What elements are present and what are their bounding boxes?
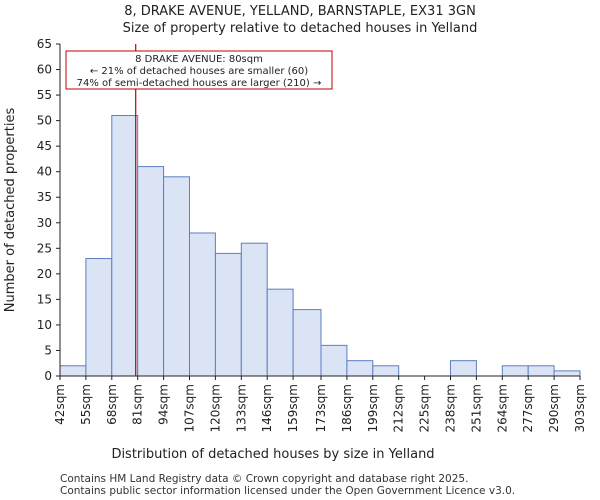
x-tick-label: 290sqm [547, 384, 561, 432]
chart-title-line1: 8, DRAKE AVENUE, YELLAND, BARNSTAPLE, EX… [124, 4, 476, 19]
annotation-line3: 74% of semi-detached houses are larger (… [77, 78, 322, 89]
y-tick-label: 45 [37, 139, 52, 153]
x-tick-label: 159sqm [286, 384, 300, 432]
y-tick-label: 50 [37, 114, 52, 128]
y-tick-label: 30 [37, 216, 52, 230]
chart-title-line2: Size of property relative to detached ho… [123, 21, 478, 36]
histogram-bar [59, 365, 87, 377]
x-axis-label: Distribution of detached houses by size … [111, 447, 434, 462]
y-tick-label: 20 [37, 267, 52, 281]
x-tick-label: 81sqm [131, 384, 145, 425]
histogram-bar [527, 365, 555, 377]
x-tick-label: 42sqm [53, 384, 67, 425]
histogram-bar [137, 166, 165, 377]
histogram-bar [346, 360, 374, 377]
y-tick-label: 65 [37, 37, 52, 51]
y-tick-label: 25 [37, 241, 52, 255]
y-tick-label: 5 [44, 343, 52, 357]
x-tick-label: 173sqm [314, 384, 328, 432]
y-tick-label: 35 [37, 190, 52, 204]
histogram-bar [501, 365, 529, 377]
x-tick-label: 107sqm [183, 384, 197, 432]
histogram-bar [111, 115, 139, 377]
y-tick-label: 10 [37, 318, 52, 332]
y-tick-label: 55 [37, 88, 52, 102]
x-tick-label: 212sqm [392, 384, 406, 432]
annotation-line1: 8 DRAKE AVENUE: 80sqm [135, 54, 263, 65]
x-axis-ticks: 42sqm 55sqm 68sqm 81sqm 94sqm 107sqm 120sqm 133… [53, 376, 587, 432]
x-tick-label: 94sqm [157, 384, 171, 425]
histogram-bar [266, 288, 294, 377]
x-tick-label: 225sqm [418, 384, 432, 432]
x-tick-label: 68sqm [105, 384, 119, 425]
x-tick-label: 55sqm [79, 384, 93, 425]
x-tick-label: 199sqm [366, 384, 380, 432]
y-axis-ticks: 0 5 10 15 20 25 30 35 40 45 50 55 60 65 [37, 37, 60, 383]
x-tick-label: 146sqm [260, 384, 274, 432]
x-tick-label: 238sqm [443, 384, 457, 432]
histogram-bar [189, 232, 216, 377]
footer-line1: Contains HM Land Registry data © Crown c… [60, 473, 468, 485]
x-tick-label: 186sqm [340, 384, 354, 432]
x-tick-label: 264sqm [495, 384, 509, 432]
histogram-bar [449, 360, 477, 377]
y-tick-label: 15 [37, 292, 52, 306]
histogram-bar [240, 242, 268, 377]
histogram-bar [553, 370, 581, 377]
y-axis-label: Number of detached properties [3, 108, 18, 313]
x-tick-label: 303sqm [573, 384, 587, 432]
footer-line2: Contains public sector information licen… [60, 485, 515, 497]
y-tick-label: 60 [37, 63, 52, 77]
x-tick-label: 251sqm [469, 384, 483, 432]
y-tick-label: 40 [37, 165, 52, 179]
histogram-bar [85, 258, 113, 377]
histogram-bar [214, 252, 242, 377]
x-tick-label: 277sqm [521, 384, 535, 432]
x-tick-label: 120sqm [208, 384, 222, 432]
x-tick-label: 133sqm [234, 384, 248, 432]
histogram-bar [163, 176, 191, 377]
y-tick-label: 0 [44, 369, 52, 383]
histogram-bar [292, 309, 322, 377]
annotation-line2: ← 21% of detached houses are smaller (60… [90, 66, 308, 77]
histogram-bar [372, 365, 400, 377]
bars-group [59, 115, 581, 377]
axes [59, 44, 580, 377]
histogram-bar [320, 344, 348, 377]
annotation-box [65, 50, 333, 90]
